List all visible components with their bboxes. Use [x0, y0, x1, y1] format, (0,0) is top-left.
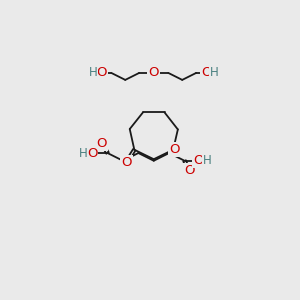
Text: O: O: [169, 143, 180, 156]
Text: H: H: [210, 67, 219, 80]
Text: H: H: [88, 67, 97, 80]
Text: O: O: [201, 67, 211, 80]
Text: O: O: [193, 154, 204, 167]
Text: O: O: [96, 67, 106, 80]
Text: H: H: [203, 154, 212, 167]
Text: O: O: [96, 136, 106, 149]
Text: O: O: [122, 156, 132, 169]
Text: O: O: [87, 146, 98, 160]
Text: O: O: [148, 67, 159, 80]
Text: O: O: [184, 164, 194, 177]
Text: H: H: [79, 146, 87, 160]
